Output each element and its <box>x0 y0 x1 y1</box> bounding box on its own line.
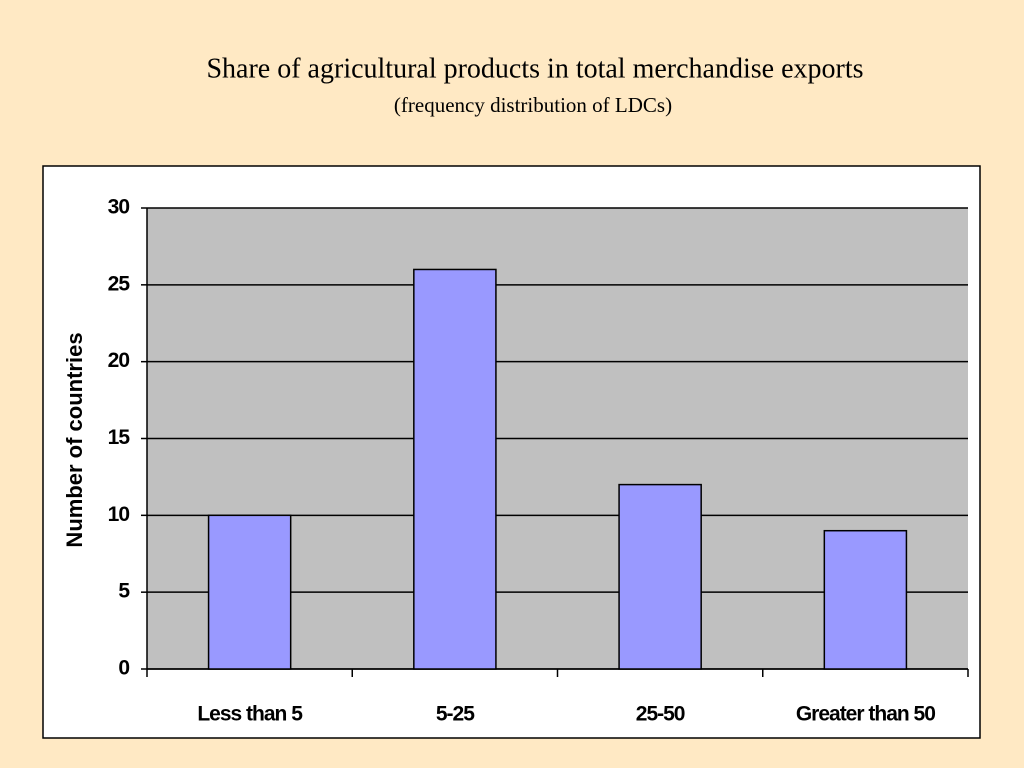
y-axis-label: Number of countries <box>62 332 87 547</box>
x-tick-label: Greater than 50 <box>796 703 935 726</box>
x-tick-label: Less than 5 <box>197 703 303 726</box>
y-tick-label: 20 <box>108 349 130 372</box>
y-tick-label: 30 <box>108 196 130 219</box>
y-tick-label: 10 <box>108 503 130 526</box>
y-tick-label: 0 <box>118 657 129 680</box>
bar <box>413 268 497 670</box>
bar <box>823 529 908 670</box>
chart-subtitle: (frequency distribution of LDCs) <box>394 93 672 117</box>
y-tick-label: 25 <box>108 272 131 295</box>
x-tick-label: 5-25 <box>436 703 475 726</box>
y-tick-label: 15 <box>108 426 131 449</box>
x-tick-label: 25-50 <box>636 703 685 726</box>
bar <box>618 483 702 670</box>
chart-title: Share of agricultural products in total … <box>206 53 863 84</box>
y-tick-label: 5 <box>118 580 130 603</box>
bar <box>207 514 292 670</box>
